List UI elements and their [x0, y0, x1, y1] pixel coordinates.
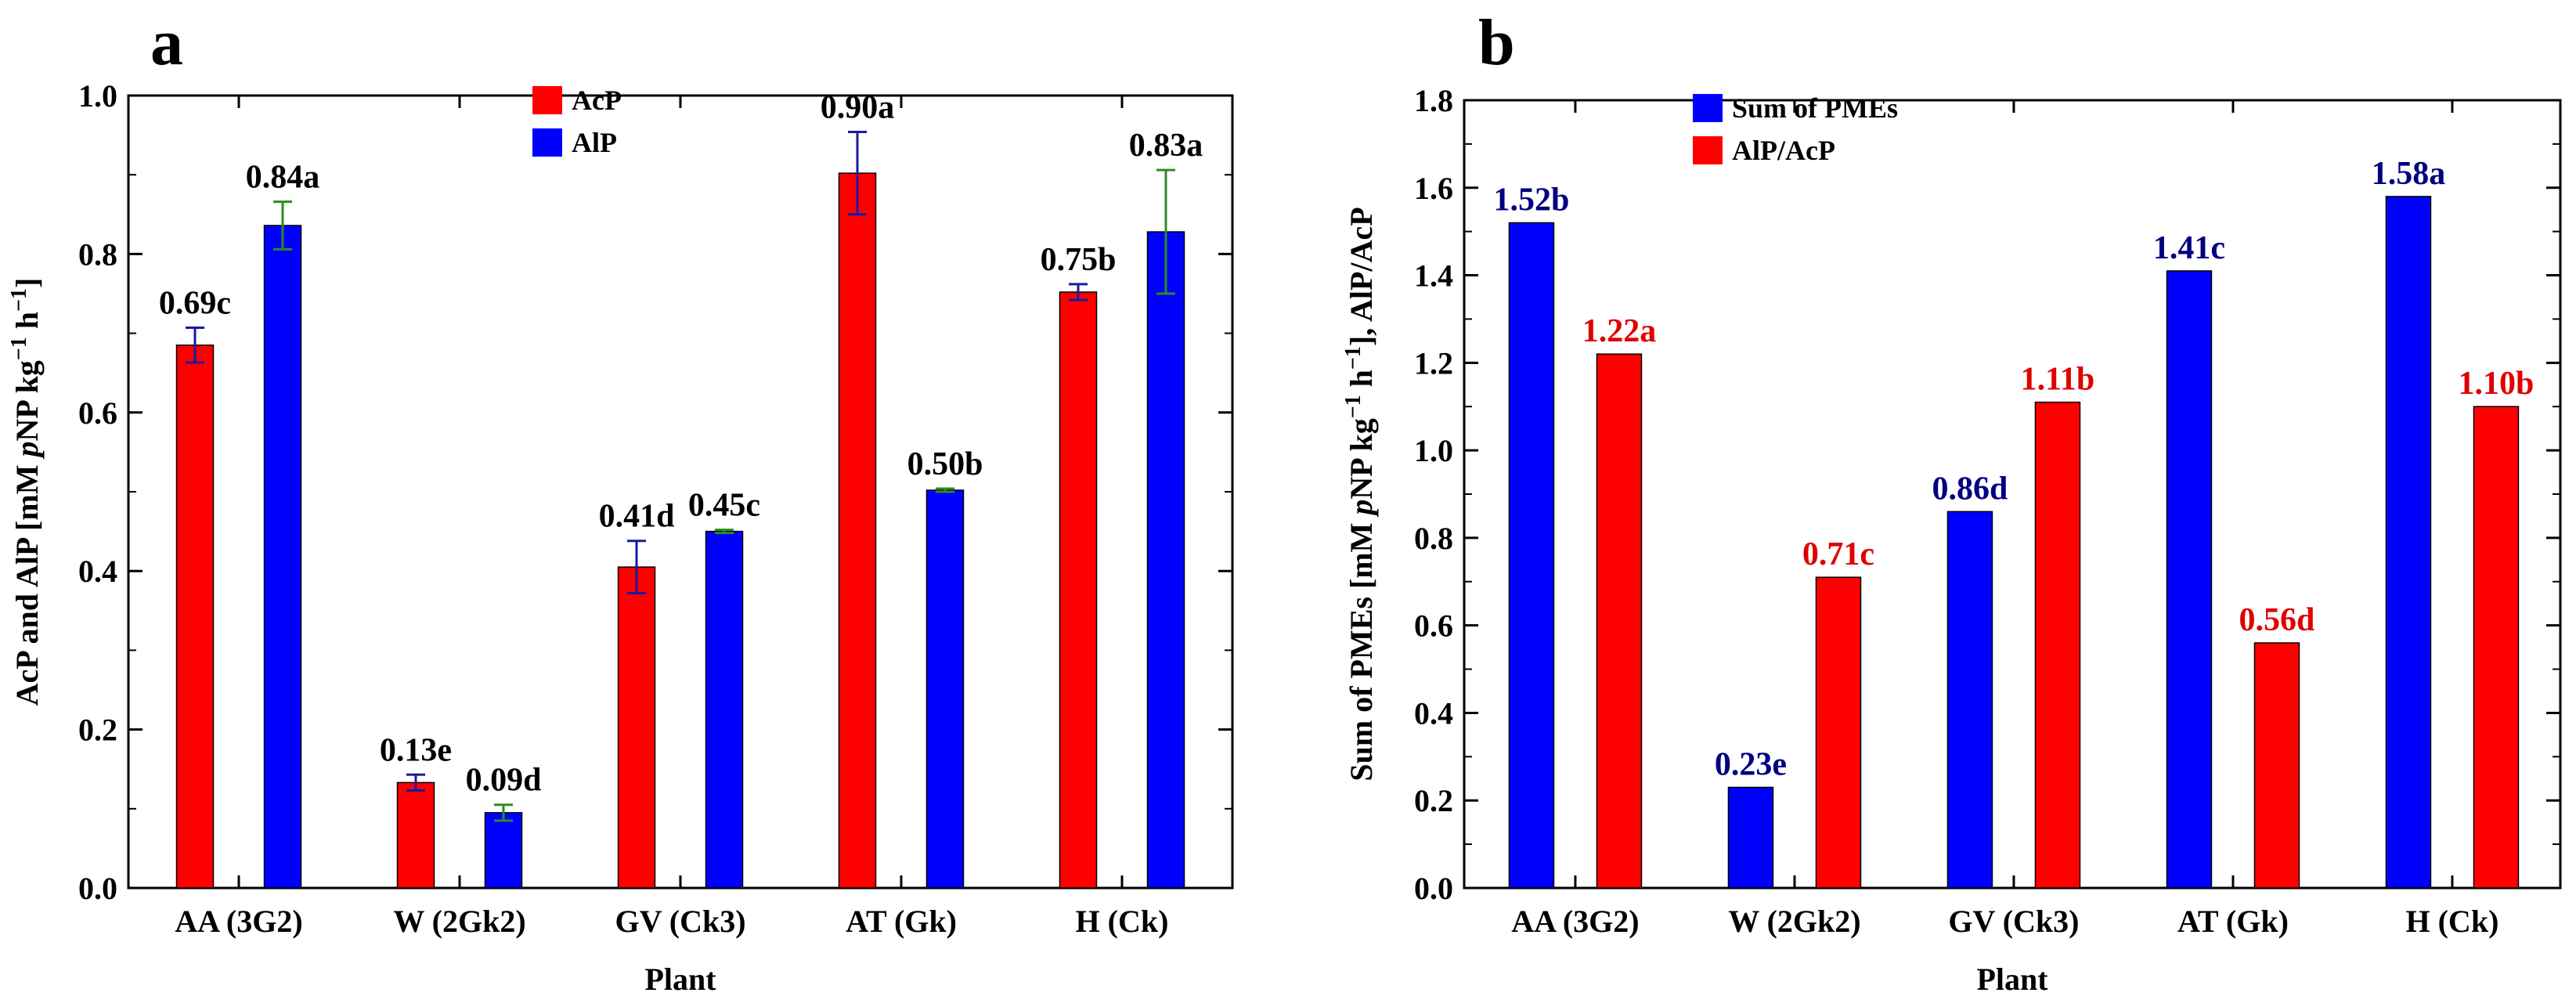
data-label: 0.75b: [1041, 242, 1117, 278]
y-axis-title-part: h: [9, 312, 45, 337]
bar-sum-of-pmes: [1727, 786, 1774, 889]
data-label: 1.11b: [2021, 362, 2095, 398]
y-axis-title: Sum of PMEs [mM pNP kg−1 h−1], AlP/AcP: [1341, 207, 1380, 781]
data-label: 1.52b: [1494, 182, 1570, 218]
data-label: 1.10b: [2459, 366, 2535, 402]
y-axis-title-part: Sum of PMEs [mM: [1344, 515, 1379, 781]
data-label: 0.09d: [466, 763, 542, 799]
bar-sum-of-pmes: [1508, 222, 1555, 889]
bar-alp: [484, 812, 523, 889]
y-axis-title-part: p: [9, 442, 45, 460]
y-axis-title-part: ], AlP/AcP: [1344, 207, 1379, 346]
bar-sum-of-pmes: [2385, 196, 2432, 889]
y-tick-label: 0.6: [1414, 608, 1453, 644]
bar-alp-acp: [2473, 406, 2520, 889]
y-tick-label: 0.2: [1414, 783, 1453, 818]
legend-label: AcP: [572, 85, 622, 116]
legend-swatch: [532, 86, 562, 114]
y-tick-label: 1.0: [78, 78, 117, 114]
x-tick-label: AT (Gk): [2177, 904, 2289, 939]
y-axis-title-part: NP kg: [1344, 418, 1379, 499]
data-label: 1.41c: [2153, 230, 2225, 266]
data-label: 0.86d: [1932, 471, 2008, 507]
panel-letter: b: [1478, 6, 1515, 79]
bar-alp: [705, 530, 744, 889]
data-label: 1.58a: [2372, 156, 2446, 192]
bar-alp: [1146, 231, 1185, 889]
y-axis-title-part: AcP and AlP [mM: [9, 457, 45, 706]
y-tick-label: 0.2: [78, 713, 117, 748]
x-axis-title: Plant: [1976, 962, 2048, 997]
x-tick-label: W (2Gk2): [393, 904, 525, 939]
panel-b: b 0.0 0.2 0.4 0.6 0.8 1.0 1.2 1.4 1.6 1.8 AA (3G2) 1…: [1341, 6, 2562, 997]
data-label: 0.69c: [159, 286, 231, 322]
bar-acp: [1059, 291, 1098, 889]
panel-letter: a: [150, 6, 183, 79]
data-label: 0.13e: [380, 732, 452, 768]
x-tick-label: AA (3G2): [1511, 904, 1639, 939]
x-tick-label: AT (Gk): [846, 904, 957, 939]
y-tick-label: 0.0: [1414, 871, 1453, 906]
y-axis-title-part: −1: [1341, 346, 1366, 370]
bar-alp-acp: [2034, 401, 2081, 889]
data-label: 0.84a: [246, 160, 320, 196]
y-axis-title-part: p: [1344, 500, 1379, 518]
bar-acp: [396, 781, 435, 889]
data-label: 0.41d: [599, 499, 675, 535]
bar-alp: [263, 225, 302, 889]
panel-a: a 0.0 0.2 0.4 0.6 0.8 1.0 AA (3G2) 0.69c 0.84a W (…: [7, 6, 1234, 997]
legend-swatch: [1693, 94, 1723, 122]
y-tick-label: 1.0: [1414, 433, 1453, 468]
bar-sum-of-pmes: [2166, 270, 2213, 889]
y-tick-label: 1.4: [1414, 258, 1453, 294]
data-label: 0.45c: [688, 488, 760, 524]
y-tick-label: 0.6: [78, 395, 117, 431]
y-tick-label: 1.6: [1414, 171, 1453, 206]
y-tick-label: 0.4: [1414, 695, 1453, 731]
x-tick-label: H (Ck): [2406, 904, 2499, 939]
x-tick-label: GV (Ck3): [1948, 904, 2079, 939]
x-tick-label: H (Ck): [1076, 904, 1169, 939]
bar-acp: [175, 345, 215, 889]
y-tick-label: 1.8: [1414, 83, 1453, 118]
bar-alp-acp: [2253, 642, 2300, 889]
bar-alp-acp: [1596, 353, 1643, 889]
data-label: 0.71c: [1802, 536, 1874, 572]
bar-alp-acp: [1815, 576, 1862, 889]
y-axis-title-part: −1: [1341, 395, 1366, 418]
y-axis-title: AcP and AlP [mM pNP kg−1 h−1]: [7, 278, 45, 706]
y-axis-title-part: −1: [7, 337, 31, 360]
y-axis-title-part: NP kg: [9, 360, 45, 441]
y-axis-title-part: ]: [9, 278, 45, 288]
data-label: 0.50b: [907, 446, 983, 482]
legend-label: AlP: [572, 127, 617, 158]
data-label: 0.56d: [2239, 602, 2315, 638]
x-tick-label: W (2Gk2): [1728, 904, 1860, 939]
y-tick-label: 0.8: [78, 236, 117, 272]
y-tick-label: 0.8: [1414, 521, 1453, 556]
data-label: 0.23e: [1715, 746, 1787, 782]
y-axis-title-part: −1: [7, 288, 31, 312]
bar-sum-of-pmes: [1946, 511, 1993, 889]
data-label: 0.83a: [1129, 128, 1203, 164]
y-axis-title-part: h: [1344, 370, 1379, 395]
bar-acp: [617, 566, 656, 889]
x-axis-title: Plant: [644, 962, 716, 997]
x-tick-label: GV (Ck3): [615, 904, 745, 939]
legend-swatch: [1693, 136, 1723, 164]
y-tick-label: 0.0: [78, 871, 117, 906]
y-tick-label: 1.2: [1414, 345, 1453, 381]
legend-swatch: [532, 128, 562, 157]
data-label: 1.22a: [1582, 313, 1657, 349]
bar-alp: [925, 489, 965, 889]
legend-label: Sum of PMEs: [1732, 92, 1898, 124]
y-tick-label: 0.4: [78, 554, 117, 589]
data-label: 0.90a: [821, 90, 895, 126]
x-tick-label: AA (3G2): [175, 904, 302, 939]
legend-label: AlP/AcP: [1732, 135, 1835, 166]
bar-acp: [838, 172, 877, 889]
